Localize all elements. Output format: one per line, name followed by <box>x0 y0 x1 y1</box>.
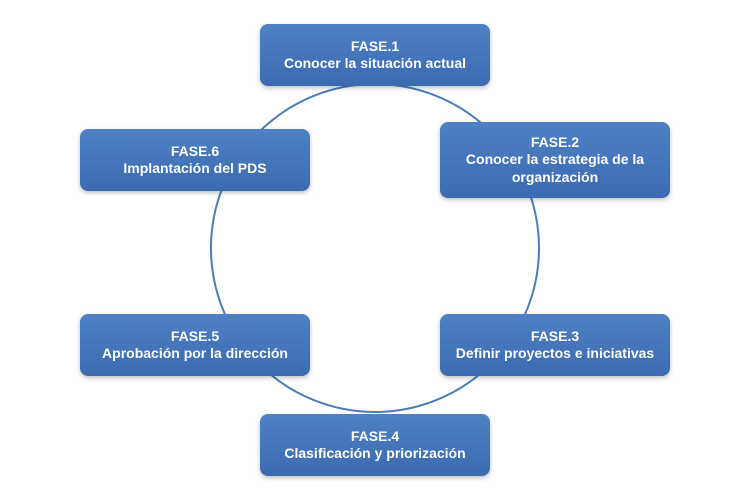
phase-3: FASE.3 Definir proyectos e iniciativas <box>440 314 670 376</box>
phase-1: FASE.1 Conocer la situación actual <box>260 24 490 86</box>
phase-number: FASE.5 <box>171 328 219 346</box>
phase-2: FASE.2 Conocer la estrategia de la organ… <box>440 122 670 198</box>
phase-number: FASE.4 <box>351 428 399 446</box>
phase-label: Aprobación por la dirección <box>102 345 288 363</box>
phase-5: FASE.5 Aprobación por la dirección <box>80 314 310 376</box>
phase-number: FASE.1 <box>351 38 399 56</box>
phase-label: Clasificación y priorización <box>284 445 465 463</box>
phase-label: Conocer la estrategia de la organización <box>450 151 660 186</box>
phase-number: FASE.2 <box>531 134 579 152</box>
phase-4: FASE.4 Clasificación y priorización <box>260 414 490 476</box>
phase-label: Definir proyectos e iniciativas <box>456 345 654 363</box>
phase-6: FASE.6 Implantación del PDS <box>80 129 310 191</box>
phase-label: Implantación del PDS <box>123 160 266 178</box>
cycle-diagram: FASE.1 Conocer la situación actual FASE.… <box>0 0 750 500</box>
phase-number: FASE.3 <box>531 328 579 346</box>
phase-label: Conocer la situación actual <box>284 55 466 73</box>
phase-number: FASE.6 <box>171 143 219 161</box>
